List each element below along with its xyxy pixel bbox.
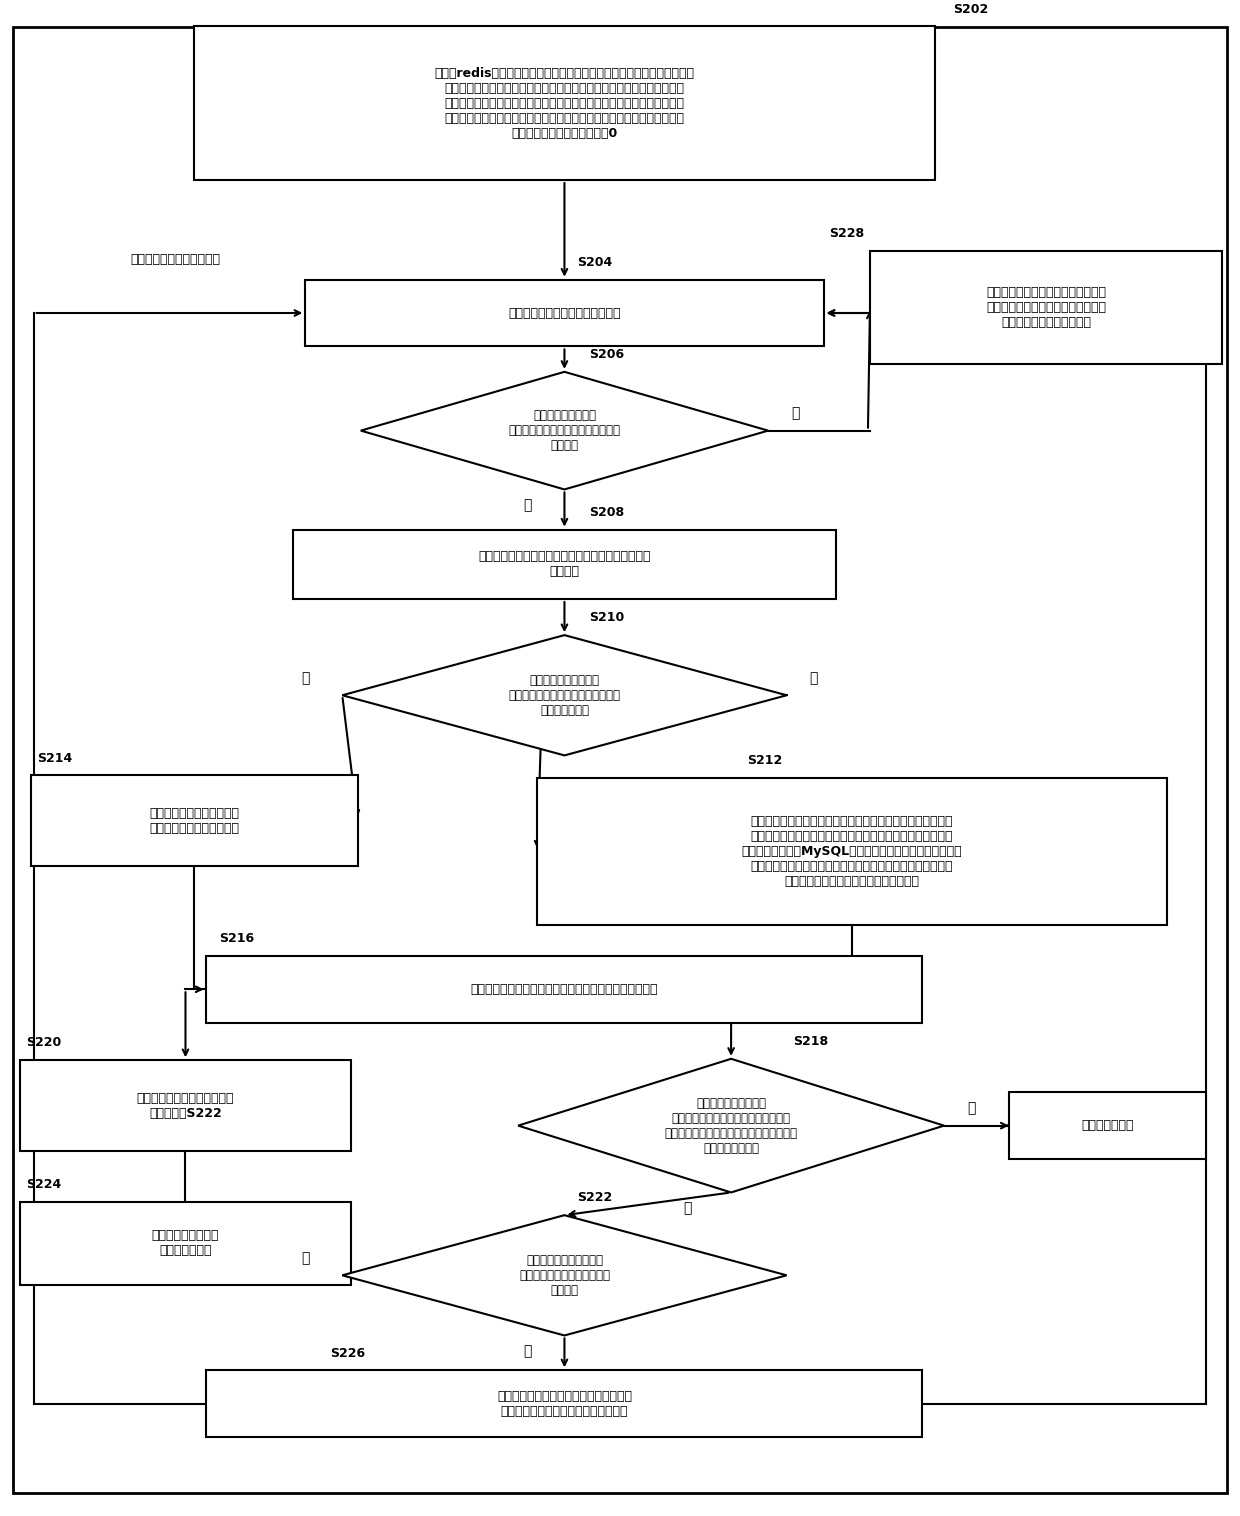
FancyBboxPatch shape (207, 1370, 923, 1437)
Text: 比较该消息数据中的有效
时间是否小于或等于本次轮询
开始时间: 比较该消息数据中的有效 时间是否小于或等于本次轮询 开始时间 (520, 1254, 610, 1296)
Text: 判断该消息未过期，将更新后的消息数据
从循环队列的队尾重新插入循环队列中: 判断该消息未过期，将更新后的消息数据 从循环队列的队尾重新插入循环队列中 (497, 1390, 632, 1417)
Text: 比较所获取的该消息的
当前发送总量是否大于该消息数据中
记录的发送总量: 比较所获取的该消息的 当前发送总量是否大于该消息数据中 记录的发送总量 (508, 673, 620, 717)
FancyBboxPatch shape (20, 1060, 351, 1151)
FancyBboxPatch shape (870, 250, 1221, 364)
Text: 将该消息数据从循环队列的队尾重新
插入循环队列中，退出本次轮询，直
到下一次轮询开始时间到达: 将该消息数据从循环队列的队尾重新 插入循环队列中，退出本次轮询，直 到下一次轮询… (986, 287, 1106, 329)
Text: S214: S214 (37, 752, 72, 764)
Text: 是: 是 (301, 1251, 310, 1264)
Text: S220: S220 (26, 1037, 62, 1049)
Text: 否: 否 (523, 1345, 532, 1358)
FancyBboxPatch shape (207, 957, 923, 1023)
FancyBboxPatch shape (31, 776, 357, 866)
Text: S224: S224 (26, 1178, 62, 1192)
FancyBboxPatch shape (293, 529, 836, 599)
Text: S208: S208 (589, 506, 624, 518)
Text: 当每次轮询开始时间到达时: 当每次轮询开始时间到达时 (130, 253, 221, 265)
Text: S216: S216 (218, 932, 254, 944)
Text: 创建一redis循环队列，并设置循环队列的首次轮询开始时间和轮询周期，
其中，每推送一条消息，则将该消息的消息数据从循环队列的队尾插入循
环队列中；消息数据包括: 创建一redis循环队列，并设置循环队列的首次轮询开始时间和轮询周期， 其中，每… (434, 67, 694, 139)
Text: 判断该消息已过期，
丢弃该消息数据: 判断该消息已过期， 丢弃该消息数据 (151, 1229, 219, 1257)
Text: S204: S204 (577, 256, 613, 268)
Polygon shape (342, 1216, 786, 1336)
Text: 计算所获取的该消息的当前发送总量与该消息数据中记录的发
送总量的差值，作为该消息的发送增长量，根据消息唯一标识
将发送增长量存入MySQL数据库中，将该消息数据: 计算所获取的该消息的当前发送总量与该消息数据中记录的发 送总量的差值，作为该消息… (742, 816, 962, 888)
Text: 是: 是 (810, 672, 818, 685)
FancyBboxPatch shape (537, 778, 1167, 925)
Text: 否: 否 (683, 1202, 692, 1216)
FancyBboxPatch shape (20, 1202, 351, 1284)
Text: 根据该消息数据中的消息唯一标识获取该消息的当前
发送总量: 根据该消息数据中的消息唯一标识获取该消息的当前 发送总量 (479, 550, 651, 578)
Polygon shape (361, 371, 768, 490)
Text: 从循环队列的队头取出一消息数据: 从循环队列的队头取出一消息数据 (508, 306, 621, 320)
Text: 将该消息数据中的计数时间
更新为下一次轮询开始时间: 将该消息数据中的计数时间 更新为下一次轮询开始时间 (149, 807, 239, 835)
Text: 根据该消息数据中记录的发送类型确定该消息的推送方式: 根据该消息数据中记录的发送类型确定该消息的推送方式 (471, 982, 658, 996)
Text: 若该消息的推送方式为广播，
则转至步骤S222: 若该消息的推送方式为广播， 则转至步骤S222 (136, 1092, 234, 1120)
FancyBboxPatch shape (195, 26, 935, 180)
FancyBboxPatch shape (305, 279, 823, 347)
Text: S222: S222 (577, 1192, 613, 1205)
Text: S212: S212 (748, 755, 782, 767)
Text: S210: S210 (589, 611, 625, 625)
Text: S226: S226 (330, 1346, 365, 1360)
Text: S202: S202 (954, 3, 988, 15)
Text: 是: 是 (791, 406, 800, 420)
Polygon shape (342, 635, 786, 755)
Text: 若该消息的推送方式为
单播或多播，则判断所获取的该消息的
当前发送总量是否等于该消息数据中记录的
应发送的设备数量: 若该消息的推送方式为 单播或多播，则判断所获取的该消息的 当前发送总量是否等于该… (665, 1096, 797, 1155)
Text: 否: 否 (301, 672, 310, 685)
Text: 是: 是 (967, 1101, 976, 1116)
Text: S206: S206 (589, 349, 624, 361)
Polygon shape (518, 1058, 944, 1193)
FancyBboxPatch shape (1009, 1092, 1207, 1160)
Text: 判断当前取出的消息
数据中的计数时间是否大于本次轮询
开始时间: 判断当前取出的消息 数据中的计数时间是否大于本次轮询 开始时间 (508, 409, 620, 452)
Text: 否: 否 (523, 499, 532, 512)
Text: S218: S218 (792, 1035, 828, 1048)
Text: 丢弃该消息数据: 丢弃该消息数据 (1081, 1119, 1133, 1132)
Text: S228: S228 (828, 227, 864, 240)
